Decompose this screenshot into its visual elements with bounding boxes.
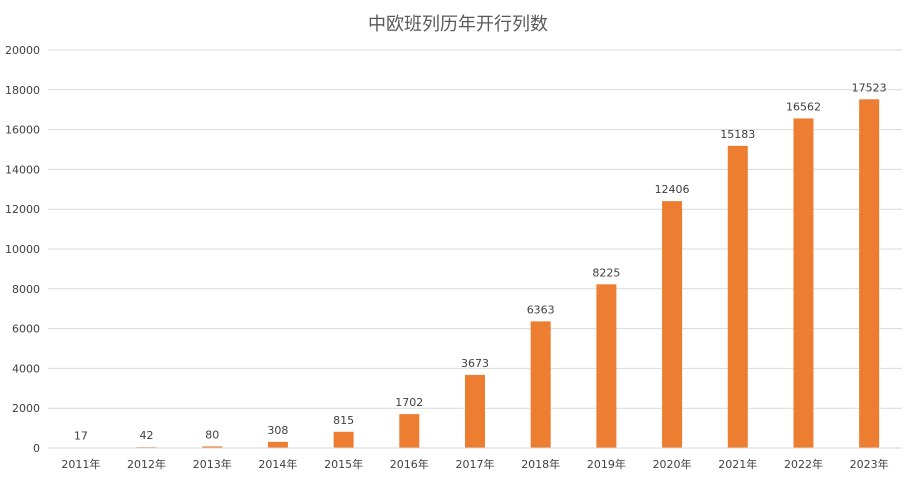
y-tick-label: 12000 — [5, 203, 40, 216]
y-tick-label: 14000 — [5, 163, 40, 176]
x-tick-label: 2016年 — [390, 457, 429, 471]
x-tick-label: 2014年 — [258, 457, 297, 471]
y-tick-label: 16000 — [5, 124, 40, 137]
x-tick-label: 2013年 — [193, 457, 232, 471]
y-tick-label: 8000 — [12, 283, 40, 296]
x-tick-label: 2022年 — [784, 457, 823, 471]
bar — [793, 118, 814, 448]
x-tick-label: 2020年 — [653, 457, 692, 471]
bars — [70, 99, 880, 448]
bar — [267, 441, 288, 448]
x-tick-label: 2021年 — [718, 457, 757, 471]
bar — [859, 99, 880, 448]
x-tick-label: 2011年 — [61, 457, 100, 471]
x-tick-label: 2023年 — [850, 457, 889, 471]
y-tick-label: 2000 — [12, 402, 40, 415]
data-label: 80 — [205, 428, 219, 441]
data-label: 17 — [74, 430, 88, 443]
y-axis: 0 2000 4000 6000 8000 10000 12000 14000 16000 180… — [5, 44, 40, 455]
data-label: 1702 — [395, 396, 423, 409]
bar — [465, 374, 485, 448]
bar — [202, 446, 223, 448]
x-tick-label: 2017年 — [456, 457, 495, 471]
chart-title: 中欧班列历年开行列数 — [368, 14, 548, 35]
bar — [662, 201, 683, 448]
x-tick-label: 2012年 — [127, 457, 166, 471]
data-label: 42 — [140, 429, 154, 442]
bar — [727, 145, 748, 448]
y-tick-label: 0 — [33, 442, 40, 455]
y-tick-label: 20000 — [5, 44, 40, 57]
bar — [333, 431, 354, 448]
bar — [399, 414, 420, 448]
y-tick-label: 4000 — [12, 362, 40, 375]
data-label: 3673 — [461, 357, 489, 370]
data-label: 16562 — [786, 100, 821, 113]
data-label: 308 — [267, 424, 288, 437]
data-label: 8225 — [592, 266, 620, 279]
data-label: 6363 — [527, 303, 555, 316]
y-tick-label: 10000 — [5, 243, 40, 256]
data-label: 815 — [333, 414, 354, 427]
y-tick-label: 18000 — [5, 84, 40, 97]
data-label: 15183 — [720, 128, 755, 141]
bar — [530, 321, 551, 448]
data-label: 12406 — [655, 183, 690, 196]
y-tick-label: 6000 — [12, 323, 40, 336]
x-axis: 2011年 2012年 2013年 2014年 2015年 2016年 2017年 2018年… — [48, 447, 902, 471]
x-tick-label: 2018年 — [521, 457, 560, 471]
data-labels: 17 42 80 308 815 1702 3673 6363 8225 12406 15183 16… — [74, 81, 887, 442]
bar — [596, 284, 617, 448]
x-tick-label: 2019年 — [587, 457, 626, 471]
data-label: 17523 — [852, 81, 887, 94]
x-tick-label: 2015年 — [324, 457, 363, 471]
